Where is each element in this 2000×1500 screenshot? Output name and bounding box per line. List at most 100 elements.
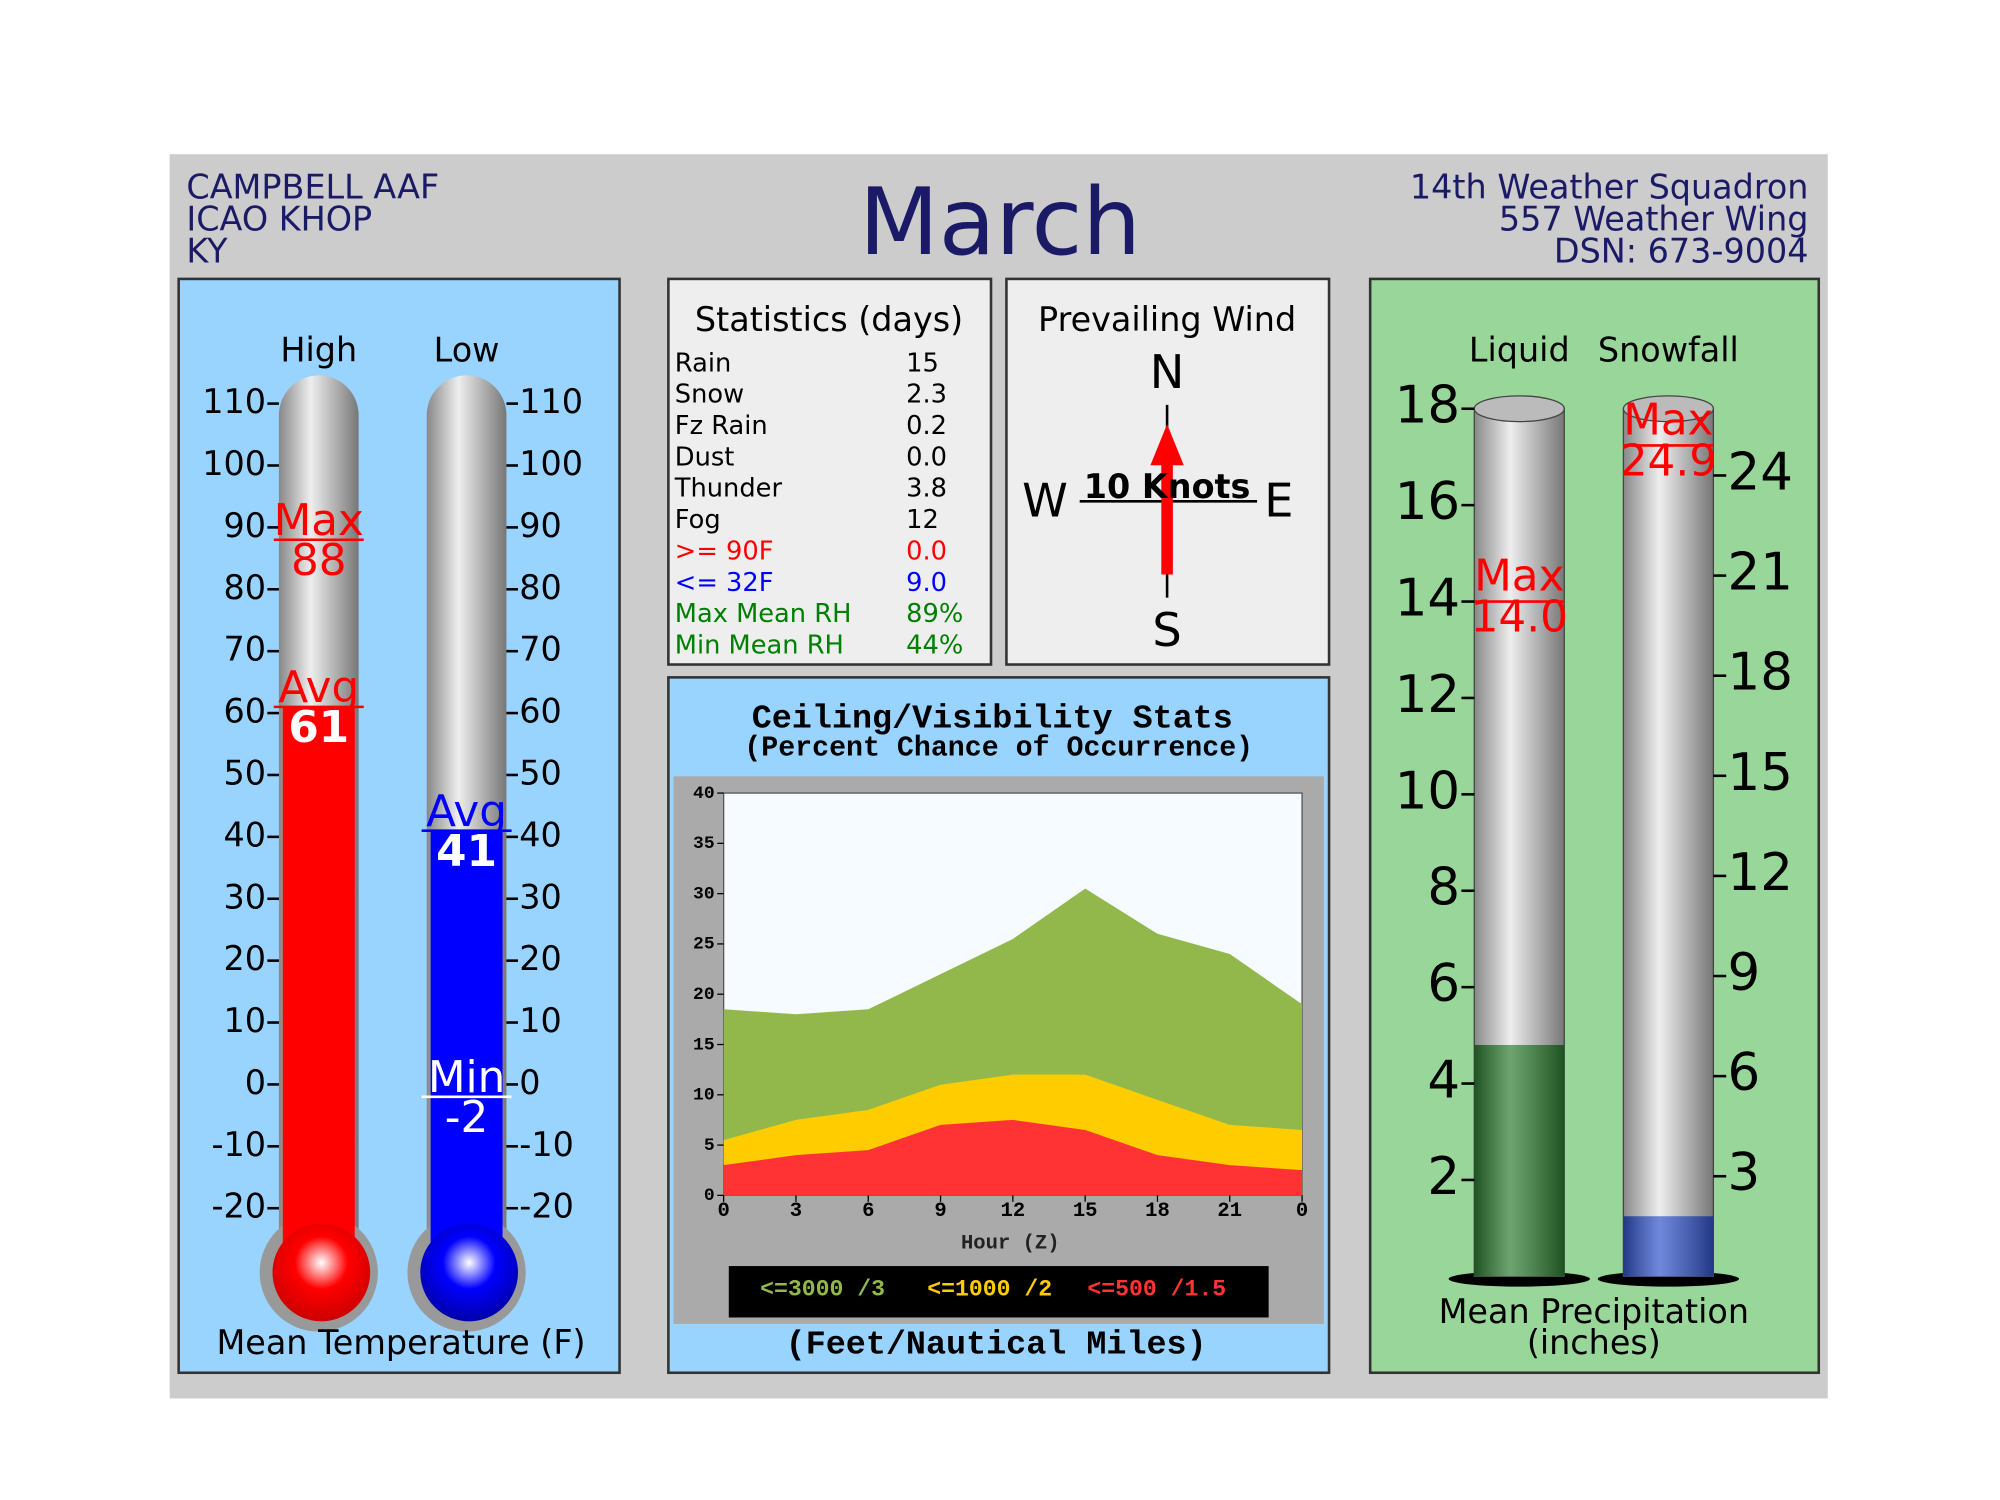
y-tick-label: 110 bbox=[519, 382, 583, 421]
y-tick-label: 10 bbox=[224, 1001, 267, 1040]
compass-label: N bbox=[1150, 345, 1185, 399]
wind-speed: 10 Knots bbox=[1084, 467, 1251, 506]
y-tick-label: -10 bbox=[212, 1125, 267, 1164]
y-tick-label: 15 bbox=[1728, 743, 1793, 803]
x-tick-label: 3 bbox=[790, 1200, 802, 1223]
y-tick-label: 16 bbox=[1395, 472, 1460, 532]
month-title: March bbox=[859, 168, 1141, 276]
y-tick-label: 21 bbox=[1728, 543, 1793, 603]
station-line: ICAO KHOP bbox=[186, 200, 372, 239]
y-tick-label: 40 bbox=[224, 815, 267, 854]
y-tick-label: 20 bbox=[519, 939, 562, 978]
column-label: Snowfall bbox=[1598, 331, 1739, 370]
y-tick-label: 24 bbox=[1728, 442, 1793, 502]
y-tick-label: 70 bbox=[519, 630, 562, 669]
y-tick-label: 90 bbox=[224, 506, 267, 545]
y-tick-label: 100 bbox=[519, 444, 583, 483]
y-tick-label: 50 bbox=[519, 753, 562, 792]
unit-line: 557 Weather Wing bbox=[1499, 200, 1809, 239]
stat-value: 2.3 bbox=[906, 380, 947, 410]
y-tick-label: 6 bbox=[1427, 954, 1460, 1014]
stat-value: 3.8 bbox=[906, 474, 947, 504]
y-tick-label: 10 bbox=[1395, 761, 1460, 821]
y-tick-label: 40 bbox=[693, 784, 715, 804]
stat-label: Thunder bbox=[674, 474, 783, 504]
stat-value: 0.0 bbox=[906, 536, 947, 566]
y-tick-label: 30 bbox=[519, 877, 562, 916]
wind-arrowhead bbox=[1150, 424, 1184, 466]
y-tick-label: 50 bbox=[224, 753, 267, 792]
temperature-bar bbox=[430, 830, 503, 1273]
y-tick-label: 30 bbox=[693, 884, 715, 904]
marker-label: Max bbox=[274, 495, 364, 546]
x-tick-label: 9 bbox=[934, 1200, 946, 1223]
panel-footer: (Feet/Nautical Miles) bbox=[786, 1326, 1207, 1364]
bulb bbox=[420, 1223, 518, 1322]
y-tick-label: 60 bbox=[224, 692, 267, 731]
y-tick-label: 6 bbox=[1728, 1043, 1761, 1103]
y-tick-label: 80 bbox=[519, 568, 562, 607]
y-tick-label: 14 bbox=[1395, 569, 1460, 629]
y-tick-label: 5 bbox=[704, 1136, 715, 1156]
y-tick-label: 4 bbox=[1427, 1051, 1460, 1111]
stat-label: Dust bbox=[675, 442, 735, 472]
x-axis-label: Hour (Z) bbox=[961, 1232, 1060, 1255]
stat-value: 0.0 bbox=[906, 442, 947, 472]
stat-label: Rain bbox=[675, 348, 731, 378]
compass-label: S bbox=[1152, 603, 1181, 657]
y-tick-label: 20 bbox=[224, 939, 267, 978]
y-tick-label: 0 bbox=[519, 1063, 540, 1102]
panel-title: Prevailing Wind bbox=[1038, 300, 1296, 339]
x-tick-label: 12 bbox=[1001, 1200, 1026, 1223]
unit-line: DSN: 673-9004 bbox=[1554, 232, 1809, 271]
marker-label: Avg bbox=[278, 662, 359, 713]
marker-label: Avg bbox=[426, 786, 507, 837]
y-tick-label: 80 bbox=[224, 568, 267, 607]
stat-label: Min Mean RH bbox=[675, 631, 844, 661]
x-tick-label: 21 bbox=[1217, 1200, 1242, 1223]
y-tick-label: 3 bbox=[1728, 1143, 1761, 1203]
bulb bbox=[272, 1223, 371, 1322]
y-tick-label: -20 bbox=[519, 1187, 574, 1226]
y-tick-label: 15 bbox=[693, 1035, 715, 1055]
tube-top bbox=[1473, 395, 1565, 423]
y-tick-label: 110 bbox=[202, 382, 266, 421]
stat-label: Fog bbox=[675, 505, 721, 535]
x-tick-label: 15 bbox=[1073, 1200, 1098, 1223]
y-tick-label: 2 bbox=[1427, 1147, 1460, 1207]
marker-value: -2 bbox=[445, 1092, 489, 1143]
legend-entry: <=1000 /2 bbox=[927, 1276, 1052, 1302]
y-tick-label: 9 bbox=[1728, 943, 1761, 1003]
stat-value: 9.0 bbox=[906, 568, 947, 598]
y-tick-label: -20 bbox=[212, 1187, 267, 1226]
y-tick-label: 35 bbox=[693, 834, 715, 854]
precipitation-panel bbox=[1368, 277, 1821, 1375]
stat-value: 44% bbox=[906, 631, 963, 661]
marker-value: 14.0 bbox=[1471, 592, 1568, 643]
area bbox=[723, 1119, 1303, 1196]
tube bbox=[1622, 408, 1715, 1277]
panel-title: Mean Temperature (F) bbox=[216, 1323, 585, 1362]
column-label: Low bbox=[434, 331, 500, 370]
column-label: Liquid bbox=[1469, 331, 1570, 370]
y-tick-label: 40 bbox=[519, 815, 562, 854]
stat-value: 89% bbox=[906, 599, 963, 629]
marker-value: 41 bbox=[436, 826, 497, 877]
station-line: KY bbox=[186, 232, 228, 271]
stat-label: Max Mean RH bbox=[675, 599, 852, 629]
y-tick-label: 18 bbox=[1728, 643, 1793, 703]
y-tick-label: 10 bbox=[519, 1001, 562, 1040]
y-tick-label: 60 bbox=[519, 692, 562, 731]
y-tick-label: 18 bbox=[1395, 376, 1460, 436]
legend-entry: <=500 /1.5 bbox=[1087, 1276, 1226, 1302]
y-tick-label: 0 bbox=[704, 1186, 715, 1206]
chart-subtitle: (Percent Chance of Occurrence) bbox=[744, 733, 1253, 765]
panel-title: Mean Precipitation bbox=[1439, 1292, 1749, 1331]
compass-label: E bbox=[1264, 473, 1293, 527]
y-tick-label: 12 bbox=[1728, 843, 1793, 903]
stat-value: 12 bbox=[906, 505, 939, 535]
stat-value: 15 bbox=[906, 348, 939, 378]
